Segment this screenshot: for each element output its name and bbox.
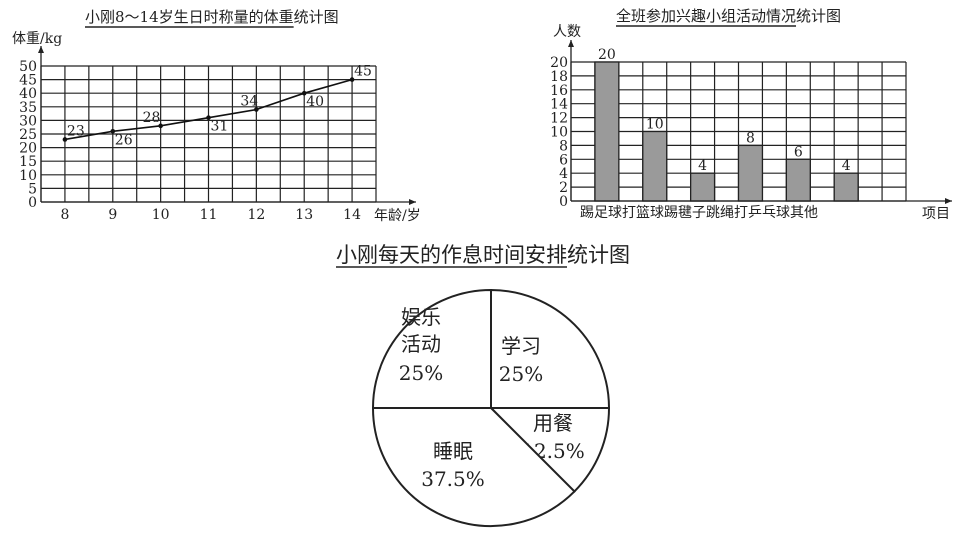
- x-tick-label: 12: [247, 207, 265, 223]
- data-label: 40: [306, 94, 324, 110]
- y-tick-label: 20: [19, 141, 37, 157]
- x-tick-label: 10: [152, 207, 170, 223]
- x-tick-label: 14: [343, 207, 361, 223]
- bar-value-label: 4: [842, 158, 851, 174]
- slice-label-box: 娱乐活动: [401, 305, 441, 356]
- x-axis-label: 年龄/岁: [374, 208, 421, 224]
- bar-chart-title-underlined: 全班参加兴趣小组活动情况: [616, 7, 796, 25]
- y-tick-label: 15: [19, 154, 37, 170]
- data-label: 23: [67, 123, 85, 139]
- y-tick-label: 2: [559, 180, 568, 196]
- y-tick-label: 6: [559, 152, 568, 168]
- x-axis-label: 项目: [922, 206, 950, 222]
- x-tick-label: 11: [200, 207, 218, 223]
- y-tick-label: 14: [550, 97, 568, 113]
- y-axis-label: 人数: [553, 24, 581, 40]
- bar-value-label: 4: [698, 158, 707, 174]
- data-label: 28: [143, 110, 161, 126]
- y-tick-label: 35: [19, 100, 37, 116]
- line-chart-title-underlined: 小刚8～14岁生日时称量的体重: [85, 8, 294, 26]
- x-tick-label: 13: [295, 207, 313, 223]
- pie-slice: [490, 288, 611, 409]
- x-category-label: 踢毽子: [664, 204, 706, 221]
- slice-label: 睡眠: [433, 439, 473, 463]
- line-chart-x-axis-arrow: [409, 199, 416, 205]
- bar-value-label: 20: [598, 47, 616, 63]
- data-label: 26: [115, 132, 133, 148]
- pie-chart-title-underlined: 小刚每天的作息时间安排: [336, 243, 567, 267]
- slice-percent: 25%: [399, 361, 443, 385]
- bar: [642, 130, 668, 202]
- data-label: 31: [211, 119, 229, 135]
- data-label: 45: [354, 64, 372, 80]
- bar-chart-x-axis-arrow: [945, 198, 952, 204]
- bar-value-label: 6: [794, 144, 803, 160]
- data-point: [110, 128, 116, 134]
- line-chart-title-rest: 统计图: [294, 8, 339, 26]
- bar-chart-y-axis-arrow: [568, 40, 574, 47]
- pie-chart-title: 小刚每天的作息时间安排统计图: [336, 243, 630, 267]
- pie-slice: [488, 407, 611, 493]
- data-point: [158, 123, 163, 129]
- y-tick-label: 0: [28, 195, 37, 211]
- x-tick-label: 9: [108, 207, 117, 223]
- data-point: [206, 115, 211, 120]
- y-tick-label: 0: [559, 194, 568, 210]
- bar: [689, 172, 716, 202]
- pie-slice: [371, 407, 576, 527]
- y-tick-label: 16: [550, 83, 568, 99]
- y-axis-label: 体重/kg: [12, 31, 62, 47]
- bar-value-label: 10: [646, 117, 664, 133]
- bar: [785, 158, 811, 202]
- slice-label: 学习: [501, 334, 541, 358]
- y-tick-label: 10: [19, 168, 37, 184]
- bar-chart-title: 全班参加兴趣小组活动情况统计图: [616, 7, 841, 25]
- data-point: [349, 77, 355, 82]
- line-chart-y-axis-arrow: [38, 46, 44, 53]
- x-category-label: 其他: [790, 205, 818, 221]
- bar: [833, 172, 859, 202]
- y-tick-label: 8: [559, 138, 568, 154]
- slice-label: 用餐: [533, 411, 573, 435]
- y-tick-label: 25: [19, 127, 37, 143]
- x-category-label: 踢足球: [580, 205, 622, 221]
- pie-chart-title-rest: 统计图: [567, 243, 630, 267]
- data-point: [254, 107, 259, 112]
- y-tick-label: 20: [550, 55, 568, 71]
- y-tick-label: 45: [19, 73, 37, 89]
- slice-percent: 37.5%: [421, 467, 485, 491]
- data-label: 34: [240, 94, 258, 110]
- y-tick-label: 10: [550, 125, 568, 141]
- y-tick-label: 30: [19, 113, 37, 129]
- line-chart-title: 小刚8～14岁生日时称量的体重统计图: [85, 8, 339, 26]
- y-tick-label: 5: [28, 181, 37, 197]
- bar: [737, 144, 764, 202]
- x-category-label: 打篮球: [622, 204, 664, 221]
- y-tick-label: 4: [559, 166, 568, 182]
- bar-chart-title-rest: 统计图: [796, 7, 841, 25]
- bar: [594, 61, 620, 202]
- slice-label: 娱乐活动: [401, 305, 441, 356]
- data-point: [301, 90, 307, 96]
- pie-slice: [371, 288, 492, 409]
- y-tick-label: 40: [19, 86, 37, 102]
- y-tick-label: 18: [550, 69, 568, 85]
- x-category-label: 跳绳: [706, 205, 734, 221]
- bar-value-label: 8: [746, 130, 755, 146]
- slice-percent: 25%: [499, 362, 543, 386]
- data-point: [62, 137, 68, 142]
- x-tick-label: 8: [60, 207, 69, 223]
- y-tick-label: 12: [550, 111, 568, 127]
- y-tick-label: 50: [19, 59, 37, 75]
- x-category-label: 打乒乓球: [734, 204, 790, 221]
